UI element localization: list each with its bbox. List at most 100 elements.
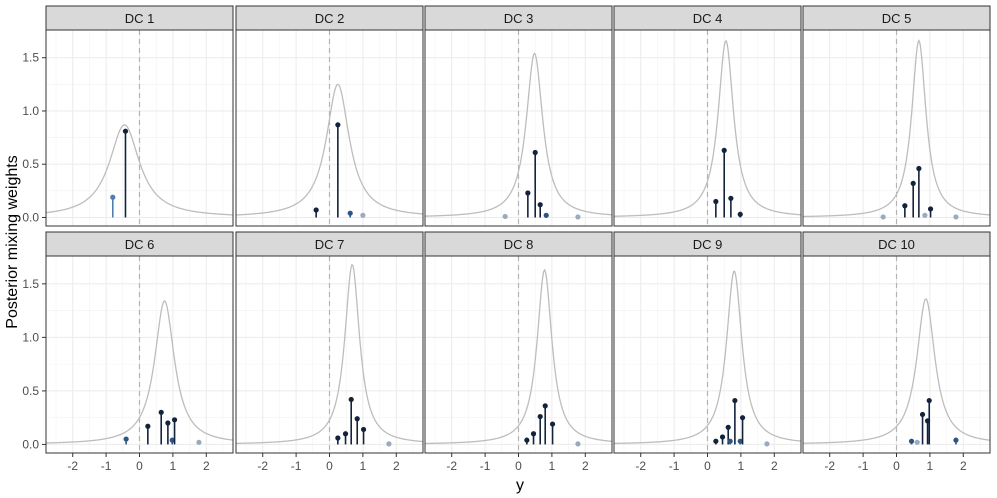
- stem-point: [764, 441, 770, 447]
- facet-panel: DC 5: [802, 5, 991, 227]
- stem-point: [922, 212, 928, 218]
- x-tick-label: -2: [257, 459, 268, 473]
- stem-point: [335, 435, 341, 441]
- y-tick-label: 1.0: [22, 104, 39, 118]
- x-tick-label: 2: [771, 459, 778, 473]
- stem-point: [880, 214, 886, 220]
- stem-point: [926, 397, 932, 404]
- stem-point: [732, 397, 738, 404]
- x-tick-label: 0: [893, 459, 900, 473]
- x-tick-label: -2: [67, 459, 78, 473]
- x-tick-label: -2: [635, 459, 646, 473]
- stem-point: [386, 441, 392, 447]
- stem-point: [916, 165, 922, 172]
- facet-label: DC 10: [878, 237, 915, 252]
- stem-point: [719, 434, 726, 440]
- stem-point: [543, 212, 549, 218]
- x-tick-label: -1: [669, 459, 680, 473]
- facet-panel: DC 10 -2 -1 0 1 2: [802, 231, 991, 473]
- density-curve: [45, 124, 234, 216]
- facet-panel: DC 4: [613, 5, 802, 227]
- x-tick-label: 2: [393, 459, 400, 473]
- density-curve: [802, 298, 991, 444]
- stem-point: [927, 206, 934, 212]
- stem-point: [537, 413, 543, 420]
- stem-point: [525, 190, 531, 196]
- facet-label: DC 7: [315, 237, 345, 252]
- x-tick-label: -2: [446, 459, 457, 473]
- facet-strip: [613, 231, 802, 257]
- stem-point: [313, 207, 319, 213]
- stem-point: [122, 128, 129, 134]
- stem-point: [727, 438, 733, 444]
- stem-point: [910, 180, 916, 186]
- y-tick-label: 1.0: [22, 330, 39, 344]
- facet-label: DC 2: [315, 11, 345, 26]
- facet-label: DC 5: [882, 11, 912, 26]
- x-tick-label: 2: [582, 459, 589, 473]
- stem-point: [739, 415, 746, 421]
- stem-point: [725, 424, 731, 430]
- x-tick-label: -2: [824, 459, 835, 473]
- facet-label: DC 8: [504, 237, 534, 252]
- stem-point: [347, 210, 353, 216]
- facet-panels: DC 1 0.0 0.5 1.0 1.5 DC 2 DC 3 DC 4 DC 5 DC 6 -2 -1…: [22, 5, 991, 473]
- stem-point: [549, 421, 556, 427]
- x-tick-label: 0: [704, 459, 711, 473]
- y-tick-label: 1.5: [22, 51, 39, 65]
- facet-strip: [802, 5, 991, 31]
- x-tick-label: -1: [858, 459, 869, 473]
- stem-point: [902, 203, 908, 209]
- stem-point: [169, 437, 175, 443]
- x-tick-label: -1: [480, 459, 491, 473]
- x-tick-label: 2: [960, 459, 967, 473]
- stem-point: [575, 441, 581, 447]
- stem-point: [360, 426, 367, 433]
- facet-label: DC 6: [125, 237, 155, 252]
- x-tick-label: 1: [738, 459, 745, 473]
- density-curve: [235, 83, 424, 216]
- stem-point: [354, 416, 360, 422]
- stem-point: [919, 411, 926, 418]
- x-tick-label: 0: [326, 459, 333, 473]
- x-tick-label: -1: [101, 459, 112, 473]
- stem-point: [575, 214, 581, 220]
- stem-point: [542, 403, 548, 409]
- x-tick-label: 0: [515, 459, 522, 473]
- stem-point: [728, 195, 734, 201]
- density-curve: [613, 270, 802, 445]
- y-tick-label: 0.0: [22, 210, 39, 224]
- stem-point: [335, 122, 341, 128]
- x-axis-title: y: [516, 477, 524, 494]
- density-curve: [802, 39, 991, 218]
- facet-strip: [613, 5, 802, 31]
- stem-point: [348, 396, 354, 403]
- stem-point: [530, 431, 537, 437]
- stem-point: [737, 438, 743, 444]
- stem-point: [908, 438, 915, 444]
- stem-point: [713, 198, 719, 205]
- stem-point: [537, 202, 543, 208]
- facet-panel: DC 1 0.0 0.5 1.0 1.5: [22, 5, 234, 227]
- stem-point: [171, 417, 178, 423]
- x-tick-label: 1: [170, 459, 177, 473]
- panel-border: [235, 29, 424, 227]
- panel-border: [45, 29, 234, 227]
- x-tick-label: 1: [549, 459, 556, 473]
- facet-panel: DC 7 -2 -1 0 1 2: [235, 231, 424, 473]
- stem-point: [737, 211, 743, 217]
- x-tick-label: 1: [360, 459, 367, 473]
- facet-strip: [45, 5, 234, 31]
- facet-strip: [235, 5, 424, 31]
- x-tick-label: 1: [927, 459, 934, 473]
- stem-point: [360, 212, 366, 218]
- facet-panel: DC 3: [424, 5, 613, 227]
- stem-point: [196, 439, 202, 445]
- facet-panel: DC 8 -2 -1 0 1 2: [424, 231, 613, 473]
- facet-panel: DC 9 -2 -1 0 1 2: [613, 231, 802, 473]
- x-tick-label: -1: [291, 459, 302, 473]
- y-tick-label: 0.0: [22, 437, 39, 451]
- stem-point: [145, 423, 151, 429]
- stem-point: [110, 194, 116, 200]
- facet-strip: [45, 231, 234, 257]
